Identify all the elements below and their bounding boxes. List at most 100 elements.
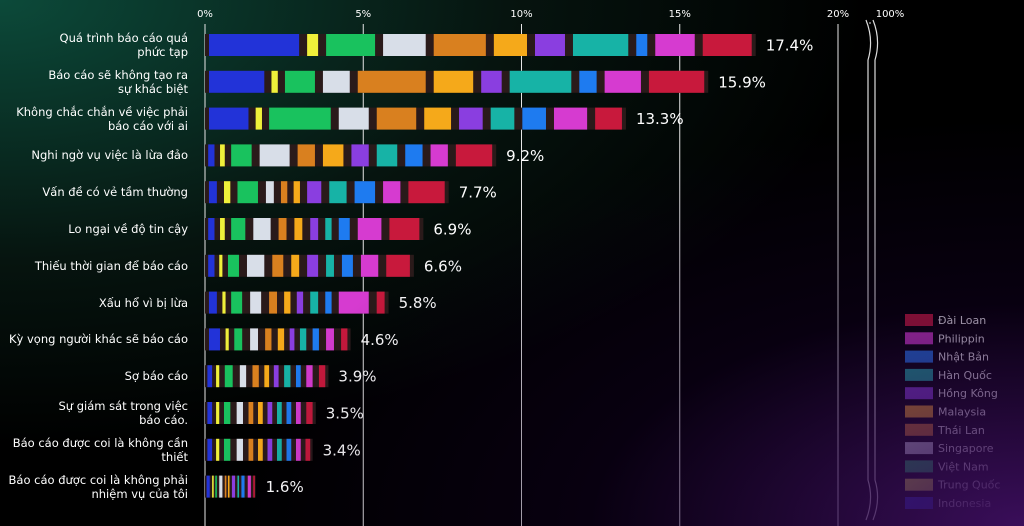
bar-segment — [310, 291, 319, 314]
bar-segment — [207, 365, 213, 388]
bar-segment — [289, 328, 295, 351]
bar-segment — [239, 365, 247, 388]
bar-segment — [294, 218, 303, 240]
bar-segment — [223, 438, 231, 461]
bar-segment — [295, 402, 301, 424]
legend-label: Nhật Bản — [938, 351, 989, 364]
bar-segment — [389, 218, 420, 240]
bar-segment — [291, 254, 300, 277]
legend-label: Philippin — [938, 332, 985, 345]
bar-segment — [208, 181, 217, 204]
total-label: 3.4% — [323, 441, 361, 459]
bar-segment — [325, 291, 332, 314]
legend-swatch — [905, 405, 933, 418]
bar-segment — [386, 254, 410, 277]
bar-segment — [284, 70, 315, 93]
bar-segment — [273, 365, 279, 388]
legend-label: Indonesia — [938, 497, 991, 510]
bar-segment — [284, 291, 291, 314]
bar-segment — [306, 402, 313, 424]
legend-swatch — [905, 350, 933, 363]
legend-swatch — [905, 423, 933, 436]
bar-segment — [272, 254, 284, 277]
bar-segment — [338, 218, 350, 240]
bar-segment — [247, 475, 251, 498]
bar-segment — [351, 144, 369, 167]
bar-segment — [250, 291, 262, 314]
bar-segment — [341, 328, 348, 351]
bar-segment — [277, 438, 282, 461]
bar-segment — [248, 402, 254, 424]
bar-segment — [231, 475, 236, 498]
bar-segment — [383, 181, 401, 204]
bar-segment — [376, 107, 417, 130]
bar-segment — [595, 107, 622, 130]
axis-break — [865, 19, 879, 521]
bar-segment — [295, 365, 301, 388]
bar-segment — [341, 254, 353, 277]
bar-segment — [220, 218, 225, 240]
total-label: 1.6% — [266, 478, 304, 496]
total-label: 5.8% — [399, 294, 437, 312]
bar-segment — [354, 181, 376, 204]
bar-segment — [216, 438, 220, 461]
bar-segment — [248, 438, 254, 461]
bar-segment — [220, 144, 225, 167]
bar-segment — [433, 34, 486, 56]
bar-segment — [430, 144, 448, 167]
total-label: 3.5% — [326, 405, 364, 423]
bar-segment — [225, 328, 229, 351]
bar-segment — [212, 475, 214, 498]
total-label: 9.2% — [506, 147, 544, 165]
bar-segment — [305, 438, 311, 461]
bar-segment — [338, 107, 369, 130]
bar-segment — [509, 70, 572, 93]
bar-segment — [209, 70, 265, 93]
bar-segment — [284, 365, 291, 388]
bar-segment — [293, 181, 300, 204]
bar-segment — [286, 438, 292, 461]
bar-segment — [433, 70, 474, 93]
bar-segment — [216, 402, 220, 424]
category-label: Không chắc chắn về việc phải báo cáo với… — [16, 104, 188, 133]
bar-segment — [224, 365, 233, 388]
bar-segment — [553, 107, 588, 130]
bar-segment — [325, 218, 332, 240]
bar-segment — [208, 144, 215, 167]
bar-segment — [648, 70, 705, 93]
bar-segment — [219, 475, 223, 498]
bar-segment — [209, 107, 249, 130]
category-label: Nghi ngờ vụ việc là lừa đảo — [31, 148, 188, 163]
bar-segment — [295, 438, 301, 461]
legend-label: Thái Lan — [937, 424, 985, 437]
bar-segment — [459, 107, 483, 130]
category-label: Báo cáo sẽ không tạo ra sự khác biệt — [48, 67, 188, 96]
category-label: Lo ngại về độ tin cậy — [68, 222, 188, 236]
bar-segment — [208, 254, 215, 277]
bar-segment — [209, 328, 220, 351]
bar-segment — [481, 70, 502, 93]
bar-segment — [383, 34, 426, 56]
bar-segment — [357, 218, 382, 240]
bar-segment — [223, 402, 231, 424]
bar-segment — [604, 70, 641, 93]
bar-segment — [277, 328, 285, 351]
bar-segment — [236, 438, 243, 461]
bar-segment — [306, 365, 313, 388]
category-label: Kỳ vọng người khác sẽ báo cáo — [9, 332, 188, 347]
bar-segment — [490, 107, 515, 130]
bar-segment — [231, 291, 243, 314]
legend-label: Malaysia — [938, 406, 986, 419]
total-label: 6.6% — [424, 257, 462, 275]
bar-segment — [322, 144, 344, 167]
bar-segment — [223, 181, 231, 204]
bar-segment — [236, 402, 243, 424]
bar-segment — [326, 328, 334, 351]
bar-segment — [250, 328, 259, 351]
bar-segment — [307, 254, 319, 277]
bar-segment — [252, 365, 259, 388]
bar-segment — [408, 181, 445, 204]
legend-swatch — [905, 387, 933, 400]
category-label: Vấn đề có vẻ tầm thường — [42, 185, 188, 200]
